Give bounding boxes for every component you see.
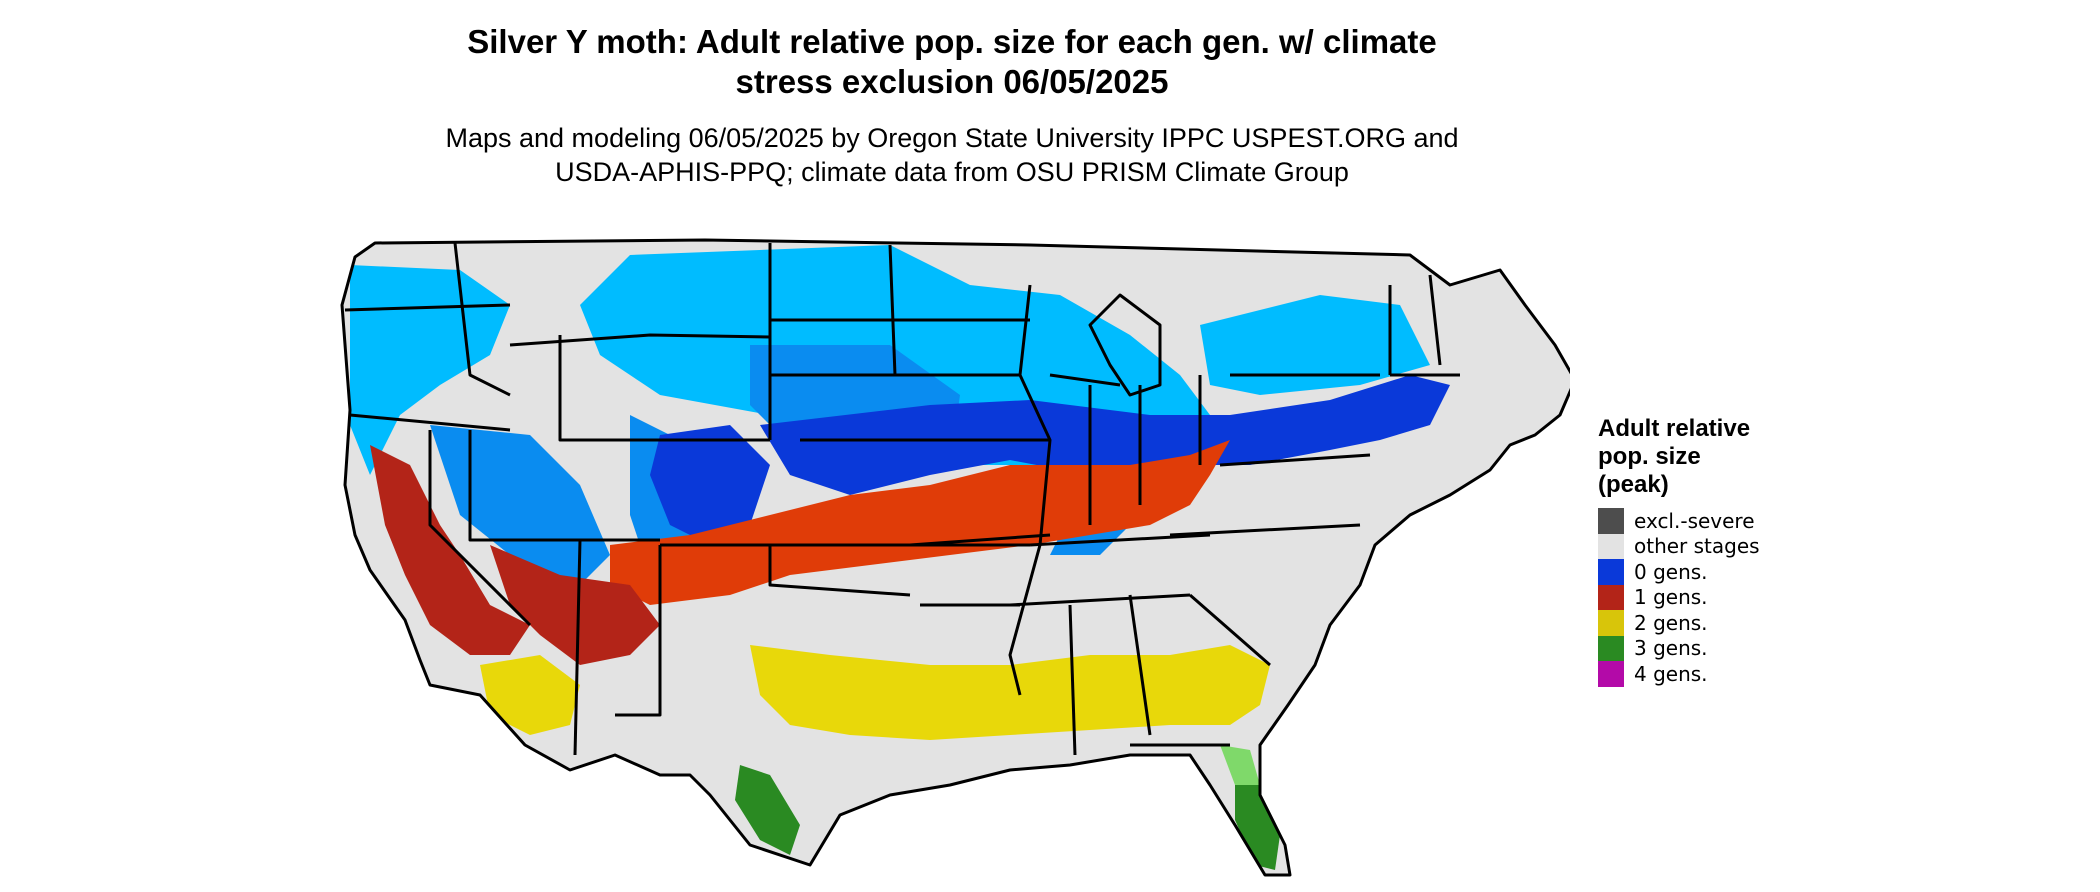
border-ms-al [1068,604,1077,756]
west-blue-zone [430,425,610,585]
legend-swatch [1598,584,1624,610]
legend-item-4-gens: 4 gens. [1598,661,1838,687]
border-nc-va [1169,523,1361,537]
us-outline [340,238,1570,877]
border-wy-co [558,335,770,442]
border-mt-wy [509,333,771,347]
legend-swatch [1598,559,1624,585]
legend-item-1-gens: 1 gens. [1598,584,1838,610]
border-mn-west [888,244,897,376]
legend-swatch [1598,610,1624,636]
legend-item-excl-severe: excl.-severe [1598,508,1838,534]
border-al-ga [1128,594,1152,736]
border-ga-sc [1189,593,1271,667]
border-wa-or [344,303,511,312]
legend-title-line3: (peak) [1598,471,1669,498]
legend-item-3-gens: 3 gens. [1598,635,1838,661]
map-legend: Adult relative pop. size (peak) excl.-se… [1598,415,1838,687]
map-title: Silver Y moth: Adult relative pop. size … [0,22,1904,102]
legend-item-other-stages: other stages [1598,533,1838,559]
border-mo-ar [909,533,1051,547]
border-mi-lower [1088,293,1162,397]
border-ky-tn [1029,533,1211,547]
south-texas-green-zone [735,765,800,855]
colorado-dark-blue-zone [650,425,770,545]
border-ut-az [468,430,660,542]
map-fill-layer [342,240,1570,883]
legend-title: Adult relative pop. size (peak) [1598,415,1838,499]
south-red-belt [610,440,1230,605]
keys-magenta-dot [1255,877,1261,883]
border-new-england [1388,274,1460,377]
map-title-line1: Silver Y moth: Adult relative pop. size … [467,23,1437,60]
legend-label: 4 gens. [1634,661,1708,686]
border-nv-ca [428,430,532,627]
midwest-dark-blue-corridor [760,375,1450,495]
florida-light-green-zone [1220,745,1260,785]
legend-title-line2: pop. size [1598,443,1701,470]
border-tn-ms-al [1009,593,1191,607]
california-red-zone [370,445,530,655]
legend-label: 3 gens. [1634,636,1708,661]
legend-item-2-gens: 2 gens. [1598,610,1838,636]
border-or-ca [349,413,511,432]
legend-title-line1: Adult relative [1598,415,1751,442]
legend-label: 0 gens. [1634,559,1708,584]
legend-swatch [1598,533,1624,559]
state-borders [340,238,1570,877]
map-title-line2: stress exclusion 06/05/2025 [735,63,1169,100]
legend-label: 2 gens. [1634,610,1708,635]
legend-label: other stages [1634,534,1760,559]
map-subtitle: Maps and modeling 06/05/2025 by Oregon S… [0,121,1904,189]
border-ok-tx [768,545,911,597]
map-subtitle-line2: USDA-APHIS-PPQ; climate data from OSU PR… [555,157,1349,187]
northeast-light-blue-zone [1200,295,1430,395]
pacific-nw-blue-zone [350,265,510,475]
border-wi-il [1049,373,1121,387]
border-nm-tx [615,545,662,717]
border-az-nm [573,539,582,756]
border-id-west [453,242,511,397]
legend-swatch [1598,661,1624,687]
border-mississippi [1008,284,1052,696]
southwest-red-zone [490,545,660,665]
map-subtitle-line1: Maps and modeling 06/05/2025 by Oregon S… [445,123,1459,153]
legend-label: 1 gens. [1634,585,1708,610]
arizona-yellow-zone [480,655,580,735]
legend-swatch [1598,508,1624,534]
legend-item-0-gens: 0 gens. [1598,559,1838,585]
border-pa-md [1219,453,1371,467]
us-generation-map [340,238,1570,883]
legend-swatch [1598,635,1624,661]
legend-label: excl.-severe [1634,508,1755,533]
legend-items: excl.-severe other stages 0 gens. 1 gens… [1598,508,1838,687]
